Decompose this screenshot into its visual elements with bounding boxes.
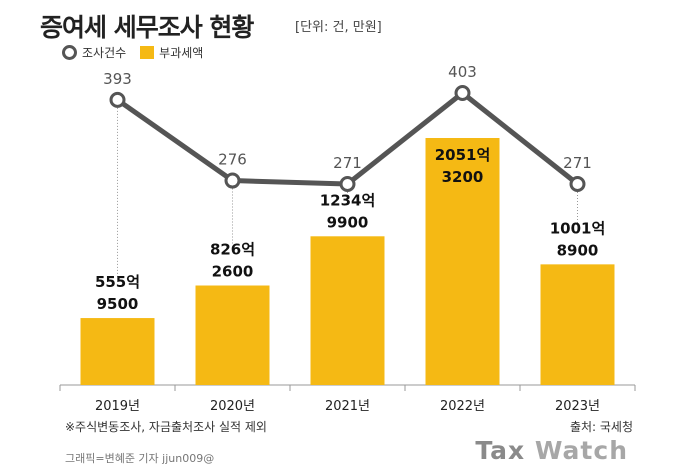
amount-label-2: 9500 — [97, 295, 139, 313]
amount-label-1: 1234억 — [320, 191, 376, 209]
amount-label-2: 3200 — [442, 168, 484, 186]
amount-label-2: 9900 — [327, 213, 369, 231]
graphic-credit: 그래픽=변혜준 기자 jjun009@ — [65, 452, 215, 465]
legend-amount-swatch-icon — [140, 46, 155, 59]
amount-label-1: 1001억 — [550, 219, 606, 237]
x-tick-label: 2020년 — [210, 399, 255, 414]
bar-2022년 — [425, 138, 500, 385]
amount-label-1: 826억 — [210, 241, 255, 259]
unit-label: [단위: 건, 만원] — [295, 20, 382, 35]
count-marker — [109, 91, 126, 108]
count-label: 393 — [103, 70, 132, 88]
count-marker — [454, 85, 471, 101]
legend-count-label: 조사건수 — [82, 46, 127, 60]
x-tick-label: 2019년 — [95, 399, 140, 414]
count-label: 271 — [563, 154, 592, 172]
count-label: 271 — [333, 154, 362, 172]
bar-2021년 — [310, 236, 385, 385]
x-tick-label: 2023년 — [555, 399, 600, 414]
legend-count-marker-icon — [62, 45, 77, 60]
legend-amount-label: 부과세액 — [159, 46, 204, 60]
count-label: 276 — [218, 151, 247, 169]
x-tick-label: 2021년 — [325, 399, 370, 414]
amount-label-1: 2051억 — [435, 146, 491, 164]
brand-logo: Tax Watch — [475, 436, 628, 465]
bar-2019년 — [80, 318, 155, 385]
legend: 조사건수 부과세액 — [62, 44, 203, 61]
chart-title: 증여세 세무조사 현황 — [40, 13, 254, 42]
footnote: ※주식변동조사, 자금출처조사 실적 제외 — [65, 420, 267, 434]
count-marker — [569, 176, 586, 192]
count-marker — [339, 176, 356, 192]
amount-label-2: 8900 — [557, 241, 599, 259]
count-label: 403 — [448, 63, 477, 81]
source-label: 출처: 국세청 — [569, 420, 633, 434]
bar-2020년 — [195, 285, 270, 385]
bar-2023년 — [540, 264, 615, 385]
amount-label-1: 555억 — [95, 273, 140, 291]
x-tick-label: 2022년 — [440, 399, 485, 414]
count-marker — [224, 172, 241, 189]
amount-label-2: 2600 — [212, 263, 254, 281]
